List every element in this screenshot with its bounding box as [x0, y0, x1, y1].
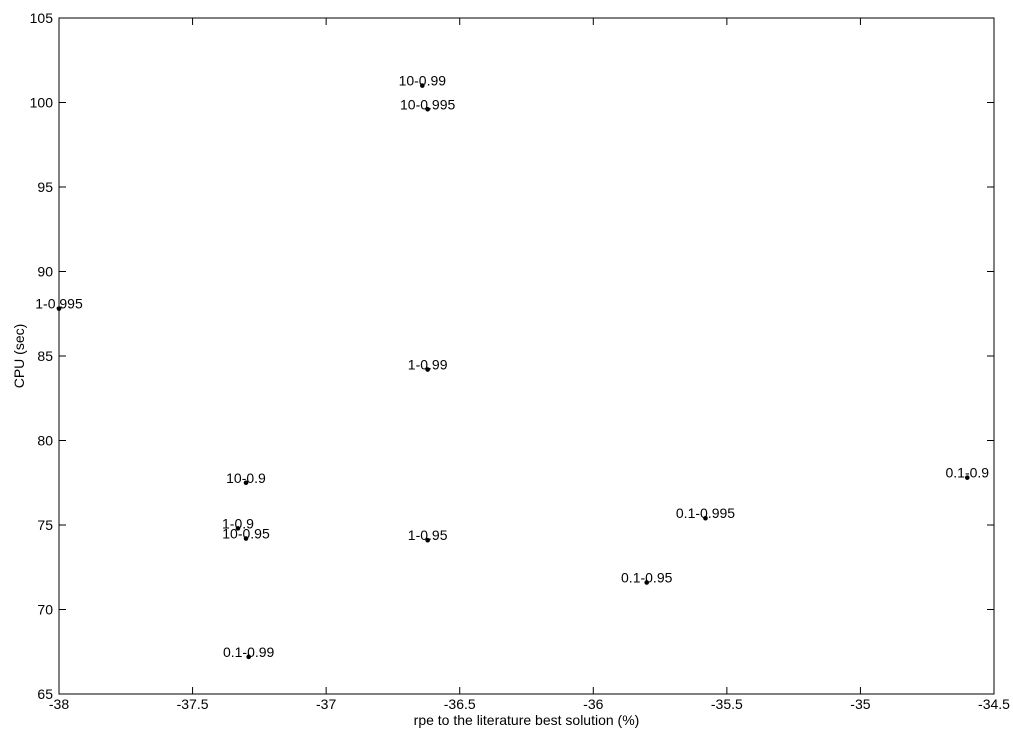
data-point [243, 536, 249, 541]
data-point [964, 475, 970, 480]
data-point [425, 106, 430, 112]
data-point [644, 580, 650, 585]
plot-frame [58, 17, 995, 695]
y-axis-title: CPU (sec) [11, 324, 27, 389]
y-tick-label: 90 [37, 264, 53, 280]
data-label: 1-0.99 [408, 357, 448, 373]
y-tick-label: 100 [30, 95, 54, 111]
y-axis-ticks: 65 70 75 80 85 90 95 100 105 [30, 10, 994, 702]
data-labels: 10-0.99 10-0.995 1-0.9 95 1-0.99 10-0.9 0.1-0.… [35, 73, 989, 660]
data-label: 0.1-0.95 [621, 569, 673, 585]
data-point [243, 480, 249, 486]
data-label: 0.1-0.99 [223, 644, 275, 660]
y-tick-label: 95 [37, 179, 53, 195]
y-tick-label: 85 [37, 348, 53, 364]
y-tick-label: 70 [37, 602, 53, 618]
x-tick-label: -37.5 [177, 696, 209, 712]
y-tick-label: 65 [37, 686, 53, 702]
data-label: 0.1-0.995 [676, 505, 735, 521]
data-label: 1-0.9 [222, 515, 254, 531]
data-point [420, 83, 425, 88]
x-axis-title: rpe to the literature best solution (%) [414, 712, 640, 728]
data-point [425, 367, 430, 372]
data-label: 10-0.995 [400, 96, 455, 112]
data-label: 10-0.95 [222, 526, 270, 542]
x-tick-label: -38 [49, 696, 69, 712]
x-tick-label: -35 [850, 696, 870, 712]
data-label: 1-0.95 [408, 527, 448, 543]
data-point [425, 537, 430, 543]
x-tick-label: -36.5 [444, 696, 476, 712]
data-point [246, 654, 251, 660]
data-label: 0.1-0.9 [945, 465, 989, 481]
x-tick-label: -35.5 [711, 696, 743, 712]
x-tick-label: -37 [316, 696, 336, 712]
data-label: 10-0.99 [399, 73, 447, 89]
data-point [703, 515, 708, 521]
data-point [235, 526, 241, 531]
y-tick-label: 105 [30, 10, 54, 26]
data-points [56, 83, 970, 660]
data-label: 10-0.9 [226, 470, 266, 486]
x-axis-ticks: -38 -37.5 -37 -36.5 -36 -35.5 -35 -34.5 [49, 18, 1010, 712]
y-tick-label: 75 [37, 517, 53, 533]
y-tick-label: 80 [37, 433, 53, 449]
x-tick-label: -34.5 [978, 696, 1010, 712]
x-tick-label: -36 [583, 696, 603, 712]
